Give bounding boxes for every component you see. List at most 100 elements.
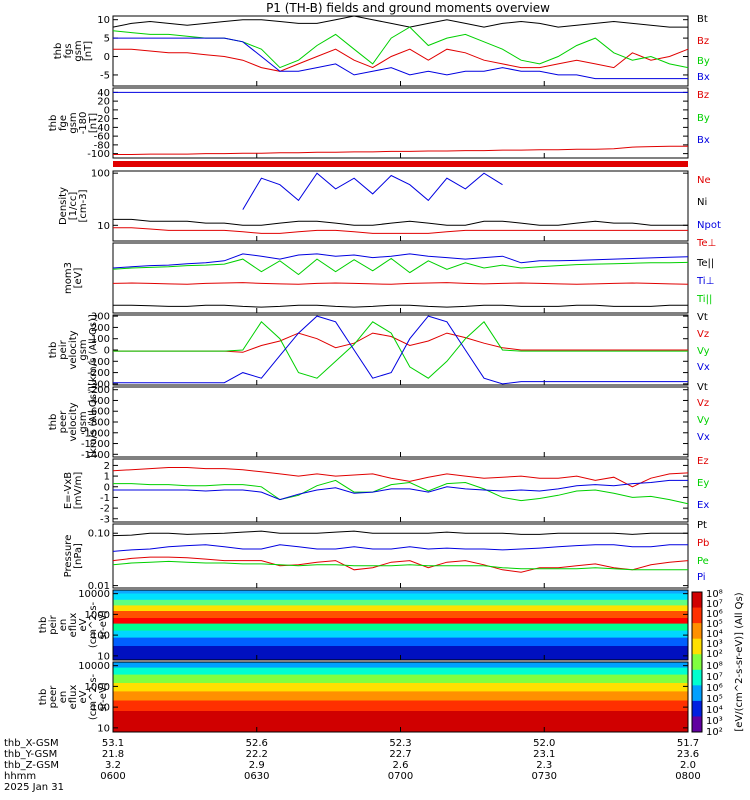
y-axis-label-line: [km/s (All Qs)] xyxy=(88,386,99,458)
y-axis-label: thb peir velocity gsm [km/s (All Qs)] xyxy=(48,314,99,386)
y-tick-label: 2 xyxy=(104,461,110,472)
y-axis-label-line: [nPa] xyxy=(73,543,84,569)
x-axis-row-label: thb_Z-GSM xyxy=(4,760,59,771)
y-axis-label-line: peer xyxy=(48,685,59,709)
y-axis-label: Density [1/cc] [cm-3] xyxy=(58,187,89,225)
x-axis-row-label: hhmm xyxy=(4,771,36,782)
legend-entry: Ex xyxy=(697,500,709,511)
series-line-Te⊥ xyxy=(112,282,689,285)
spectrogram-band xyxy=(113,590,688,594)
y-axis-label-line: mom3 xyxy=(63,262,74,294)
x-tick-label: 21.8 xyxy=(102,749,124,760)
y-axis-label: Pressure [nPa] xyxy=(63,535,84,578)
y-tick-label: -300 xyxy=(87,379,110,390)
x-axis-row-label: thb_X-GSM xyxy=(4,738,59,749)
y-tick-label: -2 xyxy=(100,504,110,515)
x-tick-label: 0630 xyxy=(244,771,269,782)
legend-entry: Bt xyxy=(697,14,708,25)
legend-entry: Vx xyxy=(697,362,710,373)
series-line-Ti|| xyxy=(112,257,689,276)
series-line-Vx xyxy=(113,315,688,385)
spectrogram-band xyxy=(113,683,688,692)
x-tick-label: 0800 xyxy=(675,771,700,782)
y-axis-label-line: eflux xyxy=(68,685,79,710)
x-tick-label: 52.3 xyxy=(389,738,411,749)
y-tick-label: 1 xyxy=(104,472,110,483)
y-tick-label: -20 xyxy=(94,114,110,125)
y-tick-label: -200 xyxy=(87,368,110,379)
colorbar-segment xyxy=(692,638,702,655)
y-axis-label-line: [nT] xyxy=(83,41,94,61)
y-tick-label: -1400 xyxy=(81,450,110,461)
x-tick-label: 2.3 xyxy=(536,760,552,771)
colorbar-tick: 10⁵ xyxy=(706,694,723,705)
y-axis-label-line: eV xyxy=(78,690,89,703)
y-tick-label: 100 xyxy=(91,334,110,345)
x-tick-label: 0600 xyxy=(100,771,125,782)
series-line-Npot xyxy=(242,172,503,210)
legend-entry: Te⊥ xyxy=(696,238,716,249)
legend-entry: Npot xyxy=(697,220,721,231)
spectrogram-band xyxy=(113,605,688,612)
legend-entry: Pe xyxy=(697,556,709,567)
y-axis-label-line: gsm xyxy=(68,112,79,133)
legend-entry: Ti⊥ xyxy=(696,276,714,287)
y-axis-label-line: thb xyxy=(48,115,59,132)
colorbar-tick: 10⁷ xyxy=(706,672,723,683)
y-axis-label-line: [cm-3] xyxy=(78,189,89,222)
y-tick-label: -200 xyxy=(87,385,110,396)
x-tick-label: 23.1 xyxy=(533,749,555,760)
legend-entry: Pi xyxy=(697,572,706,583)
y-axis-label-line: fgs xyxy=(63,43,74,58)
spectrogram-band xyxy=(113,700,688,712)
series-line-Vy xyxy=(113,321,688,379)
colorbar-tick: 10⁵ xyxy=(706,619,723,630)
y-axis-label-line: velocity xyxy=(68,330,79,369)
legend-entry: Vy xyxy=(697,415,710,426)
legend-entry: Bx xyxy=(697,135,710,146)
x-tick-label: 3.2 xyxy=(105,760,121,771)
y-axis-label-line: fge xyxy=(58,115,69,131)
x-tick-label: 53.1 xyxy=(102,738,124,749)
series-line-Ez xyxy=(112,467,689,488)
y-tick-label: 40 xyxy=(97,88,110,99)
y-tick-label: -3 xyxy=(100,514,110,525)
x-tick-label: 52.6 xyxy=(246,738,268,749)
legend-entry: By xyxy=(697,56,710,67)
legend-entry: Ti|| xyxy=(696,294,712,305)
y-axis-label: thb peer en eflux eV (cm^2-s-sr-eV) xyxy=(38,673,109,720)
y-axis-label-line: gsm xyxy=(73,40,84,61)
legend-entry: Pb xyxy=(697,538,709,549)
panel-peer_spec: 10000 1000 100 10 thb peer en eflux eV (cm^2-s-sr… xyxy=(38,661,689,734)
y-axis-label-line: Pressure xyxy=(63,535,74,578)
y-tick-label: 1000 xyxy=(85,682,110,693)
y-axis-label-line: eV xyxy=(78,618,89,631)
y-axis-label-line: [1/cc] xyxy=(68,192,79,221)
y-axis-label-line: gsm xyxy=(78,411,89,432)
series-line-Bt xyxy=(112,15,688,28)
panel-frame xyxy=(112,386,689,458)
y-tick-label: 0 xyxy=(104,52,110,63)
legend-entry: Vt xyxy=(697,382,708,393)
y-axis-label: thb fgs gsm [nT] xyxy=(53,40,94,61)
x-tick-label: 2.6 xyxy=(393,760,409,771)
colorbar-tick: 10⁶ xyxy=(706,609,723,620)
y-tick-label: 10 xyxy=(97,723,110,734)
colorbar-segment xyxy=(692,592,702,609)
y-axis-label-line: thb xyxy=(38,617,49,634)
colorbar-tick: 10⁴ xyxy=(706,629,723,640)
y-axis-label: thb peir en eflux eV (cm^2-s-sr-eV) xyxy=(38,601,109,648)
legend-entry: Te|| xyxy=(696,258,714,269)
series-line-Ne xyxy=(113,227,688,234)
y-axis-label-line: velocity xyxy=(68,402,79,441)
colorbar-segment xyxy=(692,716,702,733)
series-line-Bz xyxy=(113,145,688,155)
colorbar-frame xyxy=(691,591,703,733)
x-tick-label: 0700 xyxy=(388,771,413,782)
panel-peir_spec: 10000 1000 100 10 thb peir en eflux eV (cm^2-s-sr… xyxy=(38,589,689,662)
y-tick-label: 100 xyxy=(91,169,110,180)
y-tick-label: 10 xyxy=(97,221,110,232)
y-axis-label-line: thb xyxy=(48,342,59,359)
